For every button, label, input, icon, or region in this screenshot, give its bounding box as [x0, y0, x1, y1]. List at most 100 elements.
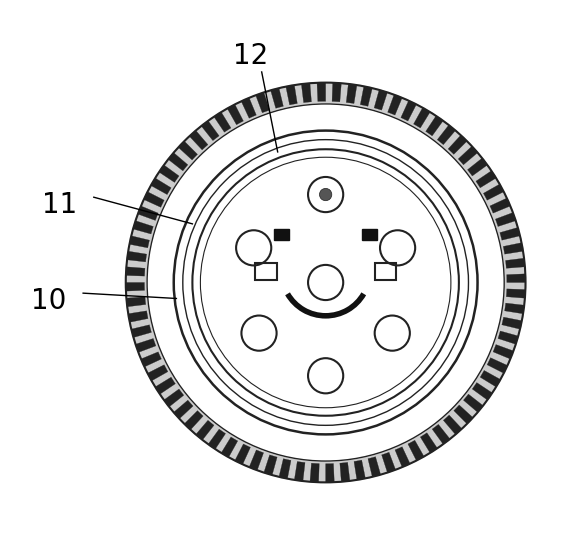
Wedge shape — [228, 104, 243, 125]
Wedge shape — [148, 302, 159, 311]
Circle shape — [319, 188, 332, 201]
Wedge shape — [430, 410, 442, 423]
Wedge shape — [147, 289, 157, 297]
Wedge shape — [395, 447, 410, 467]
Wedge shape — [294, 462, 305, 481]
Wedge shape — [249, 450, 264, 470]
Wedge shape — [325, 104, 333, 114]
Wedge shape — [311, 104, 319, 114]
Wedge shape — [126, 267, 145, 276]
Wedge shape — [507, 289, 525, 298]
Wedge shape — [491, 308, 502, 317]
Wedge shape — [389, 117, 400, 129]
Wedge shape — [361, 86, 372, 106]
Wedge shape — [277, 445, 287, 456]
Wedge shape — [256, 115, 267, 127]
Wedge shape — [495, 282, 504, 289]
Wedge shape — [507, 274, 525, 282]
Wedge shape — [209, 142, 221, 155]
Wedge shape — [286, 85, 297, 105]
Wedge shape — [291, 448, 300, 459]
Wedge shape — [131, 325, 152, 337]
Wedge shape — [190, 131, 208, 150]
Wedge shape — [199, 151, 211, 164]
Wedge shape — [174, 400, 193, 419]
Wedge shape — [445, 156, 457, 168]
Wedge shape — [301, 83, 311, 103]
Wedge shape — [178, 141, 198, 160]
Wedge shape — [235, 444, 250, 464]
Wedge shape — [283, 107, 293, 118]
Wedge shape — [310, 463, 319, 482]
Wedge shape — [498, 331, 518, 344]
Wedge shape — [317, 83, 325, 101]
Wedge shape — [130, 236, 149, 248]
Wedge shape — [502, 317, 522, 329]
Wedge shape — [151, 178, 171, 195]
Wedge shape — [487, 358, 508, 373]
Wedge shape — [472, 383, 492, 400]
Wedge shape — [151, 316, 161, 325]
Wedge shape — [185, 410, 203, 430]
Wedge shape — [201, 121, 219, 141]
Wedge shape — [476, 201, 488, 212]
Wedge shape — [127, 251, 147, 262]
Wedge shape — [138, 206, 158, 221]
Wedge shape — [340, 462, 350, 482]
Wedge shape — [126, 297, 146, 307]
Wedge shape — [144, 192, 164, 207]
Wedge shape — [346, 84, 357, 103]
Wedge shape — [424, 138, 436, 150]
Wedge shape — [458, 381, 470, 393]
Wedge shape — [160, 208, 172, 219]
Wedge shape — [421, 433, 438, 453]
Wedge shape — [196, 421, 214, 440]
Wedge shape — [166, 195, 178, 206]
Wedge shape — [264, 441, 274, 453]
Wedge shape — [371, 443, 381, 454]
Wedge shape — [351, 106, 361, 117]
Wedge shape — [128, 311, 148, 322]
Wedge shape — [186, 387, 198, 399]
Wedge shape — [484, 334, 496, 344]
Wedge shape — [226, 423, 238, 435]
Bar — [255, 263, 277, 280]
Wedge shape — [271, 88, 284, 108]
Wedge shape — [469, 189, 482, 200]
Wedge shape — [215, 415, 227, 427]
Wedge shape — [492, 254, 503, 263]
Wedge shape — [419, 419, 431, 431]
Wedge shape — [190, 161, 201, 173]
Wedge shape — [181, 172, 193, 184]
Wedge shape — [126, 282, 144, 291]
Wedge shape — [345, 449, 354, 460]
Wedge shape — [256, 92, 269, 112]
Wedge shape — [402, 123, 413, 135]
Wedge shape — [505, 303, 524, 314]
Wedge shape — [443, 415, 462, 434]
Wedge shape — [214, 112, 231, 132]
Wedge shape — [505, 258, 525, 268]
Wedge shape — [486, 227, 498, 237]
Wedge shape — [325, 464, 335, 482]
Wedge shape — [338, 104, 346, 115]
Wedge shape — [164, 389, 184, 407]
Wedge shape — [426, 116, 443, 136]
Wedge shape — [494, 295, 504, 303]
Wedge shape — [490, 240, 501, 249]
Wedge shape — [413, 130, 425, 142]
Wedge shape — [231, 127, 243, 139]
Wedge shape — [495, 213, 516, 227]
Wedge shape — [241, 98, 256, 118]
Wedge shape — [156, 221, 167, 231]
Wedge shape — [494, 268, 504, 276]
Bar — [275, 229, 289, 240]
Wedge shape — [438, 125, 456, 144]
Wedge shape — [483, 184, 504, 200]
Wedge shape — [479, 346, 491, 357]
Wedge shape — [368, 457, 381, 477]
Wedge shape — [448, 135, 467, 155]
Wedge shape — [332, 451, 340, 461]
Wedge shape — [168, 152, 188, 171]
Wedge shape — [195, 397, 207, 409]
